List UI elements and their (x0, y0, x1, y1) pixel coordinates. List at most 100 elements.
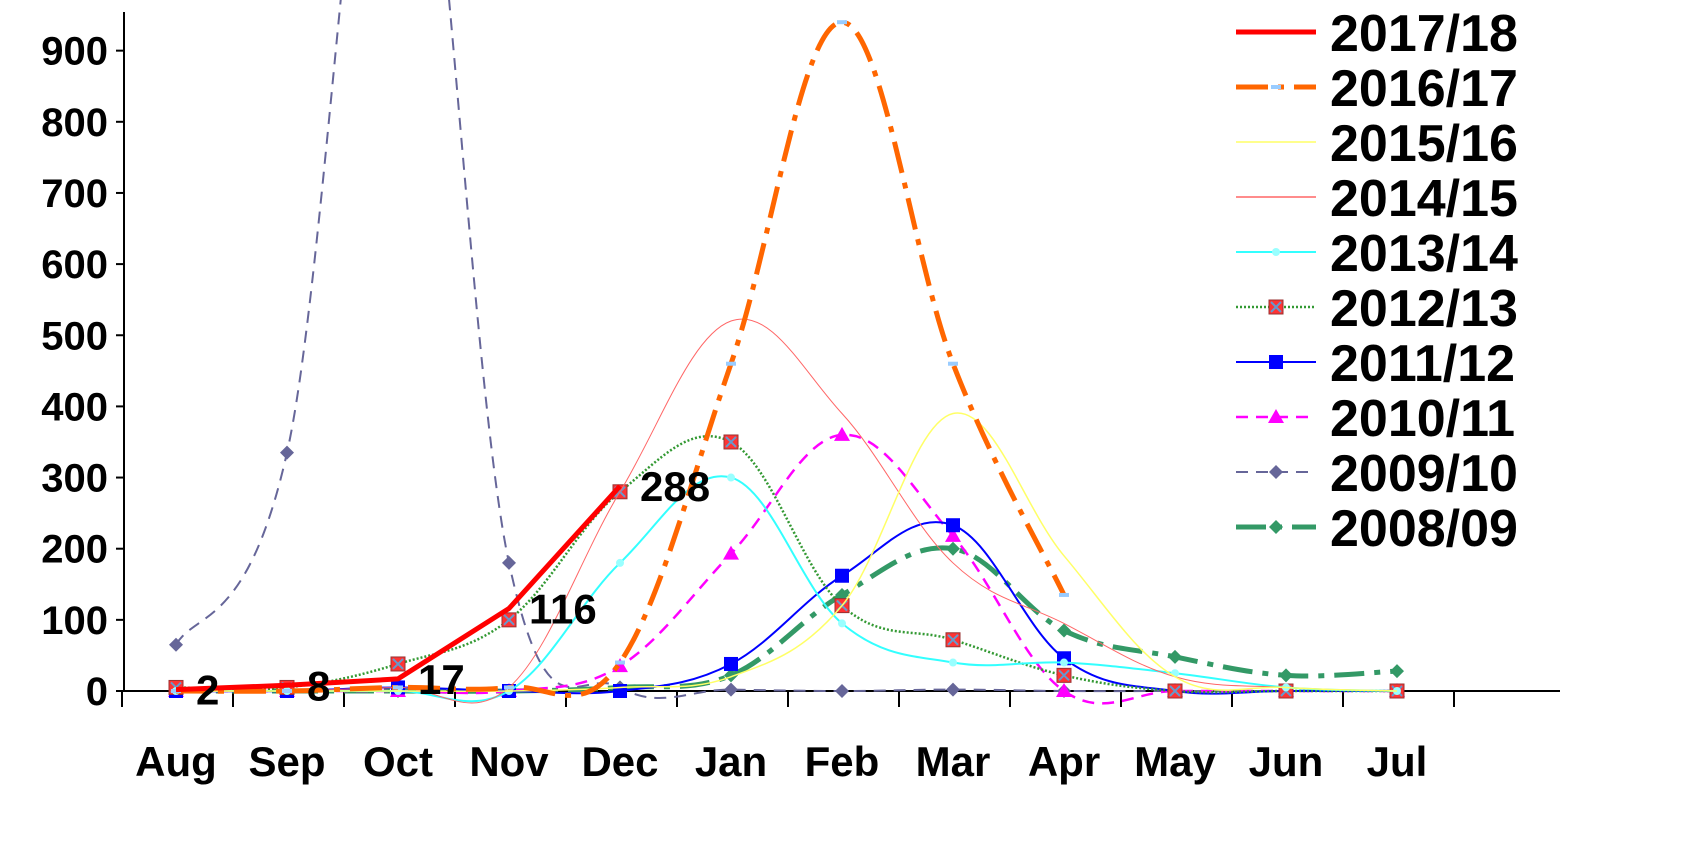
data-label: 2 (196, 667, 219, 714)
series-line-2015-16 (176, 412, 1398, 693)
point-2012-13 (1056, 667, 1072, 683)
data-labels: 2 8 17 116 288 (196, 463, 710, 713)
series-line-2013-14 (176, 475, 1398, 703)
legend-label: 2008/09 (1330, 500, 1518, 558)
point-2016-17 (948, 361, 958, 366)
axes: 0 100 200 300 400 500 600 700 800 900 Aug Sep Oct Nov… (41, 12, 1560, 785)
y-tick-label: 800 (41, 101, 108, 145)
legend-label: 2017/18 (1330, 5, 1518, 63)
point-2011-12 (835, 568, 849, 583)
data-label: 17 (418, 656, 465, 703)
x-tick-label: Sep (248, 738, 325, 785)
x-tick-label: Dec (581, 738, 658, 785)
point-2008-09 (724, 668, 738, 683)
legend-label: 2010/11 (1330, 390, 1515, 448)
point-2008-09 (1168, 649, 1182, 664)
series-2016-17 (171, 19, 1069, 698)
series-2013-14 (172, 473, 1401, 703)
legend-label: 2014/15 (1330, 170, 1518, 228)
series-2015-16 (176, 412, 1398, 693)
point-2008-09 (1390, 664, 1404, 679)
series-line-2010-11 (176, 433, 1397, 705)
point-2016-17 (837, 20, 847, 25)
point-2011-12 (613, 684, 627, 698)
point-2009-10 (835, 684, 849, 698)
point-2009-10-legend (1269, 465, 1283, 479)
y-tick-label: 700 (41, 172, 108, 216)
point-2009-10 (502, 555, 516, 570)
data-label: 116 (529, 585, 597, 632)
y-tick-label: 900 (41, 30, 108, 74)
point-2016-17 (615, 660, 625, 665)
point-2016-17 (1059, 592, 1069, 597)
x-tick-label: Mar (916, 738, 991, 785)
point-2013-14 (616, 558, 624, 567)
point-2008-09 (1057, 623, 1071, 638)
series-line-2008-09 (176, 545, 1398, 694)
x-tick-label: Aug (135, 738, 217, 785)
x-tick-label: Nov (469, 738, 549, 785)
point-2010-11 (945, 527, 961, 542)
point-2010-11 (834, 426, 850, 441)
series-line-2009-10 (175, 0, 1397, 699)
y-tick-label: 0 (86, 670, 108, 714)
series-line-2017-18 (175, 484, 622, 693)
point-2009-10 (724, 682, 738, 697)
point-2013-14 (838, 619, 846, 628)
legend-item-2009-10: 2009/10 (1236, 445, 1518, 503)
series-2014-15 (175, 318, 1398, 704)
legend-label: 2009/10 (1330, 445, 1518, 503)
y-tick-label: 300 (41, 457, 108, 501)
series-2017-18 (175, 484, 622, 693)
y-tick-label: 200 (41, 528, 108, 572)
series-layer (168, 0, 1405, 705)
legend-label: 2012/13 (1330, 280, 1518, 338)
legend-item-2008-09: 2008/09 (1236, 500, 1518, 558)
legend-label: 2013/14 (1330, 225, 1518, 283)
legend-item-2015-16: 2015/16 (1236, 115, 1518, 173)
point-2012-13 (945, 632, 961, 648)
series-2010-11 (168, 426, 1405, 705)
series-2012-13 (168, 434, 1405, 699)
legend-item-2012-13: 2012/13 (1236, 280, 1518, 338)
point-2016-17 (171, 689, 181, 693)
legend-item-2010-11: 2010/11 (1236, 390, 1515, 448)
point-2012-13 (1167, 683, 1183, 699)
legend-item-2013-14: 2013/14 (1236, 225, 1518, 283)
point-2010-11 (723, 545, 739, 560)
point-2012-13 (390, 656, 406, 672)
point-2009-10 (946, 682, 960, 697)
point-2011-12 (724, 656, 738, 671)
point-2009-10 (169, 637, 183, 652)
point-2011-12 (946, 518, 960, 533)
point-2012-13-legend (1268, 299, 1284, 315)
point-2016-17 (726, 361, 736, 366)
point-2016-17 (282, 689, 292, 693)
point-2013-14-legend (1272, 248, 1280, 256)
point-2013-14 (1060, 658, 1068, 667)
y-tick-label: 500 (41, 314, 108, 358)
legend-label: 2016/17 (1330, 60, 1518, 118)
y-tick-label: 100 (41, 599, 108, 643)
point-2012-13 (723, 434, 739, 450)
data-label: 288 (640, 463, 710, 510)
data-label: 8 (307, 662, 330, 709)
point-2013-14 (949, 658, 957, 667)
y-tick-label: 400 (41, 385, 108, 429)
series-line-2014-15 (175, 318, 1398, 704)
series-2011-12 (169, 518, 1404, 698)
series-2009-10 (169, 0, 1404, 699)
point-2009-10 (280, 445, 294, 460)
x-tick-label: Jan (695, 738, 767, 785)
point-2016-17-legend (1271, 85, 1281, 89)
legend-item-2017-18: 2017/18 (1236, 5, 1518, 63)
point-2012-13 (501, 612, 517, 628)
point-2010-11 (1056, 683, 1072, 697)
point-2008-09-legend (1269, 520, 1283, 534)
series-line-2016-17 (175, 19, 1067, 698)
point-2008-09 (1279, 668, 1293, 683)
point-2008-09 (946, 541, 960, 556)
legend-label: 2011/12 (1330, 335, 1515, 393)
